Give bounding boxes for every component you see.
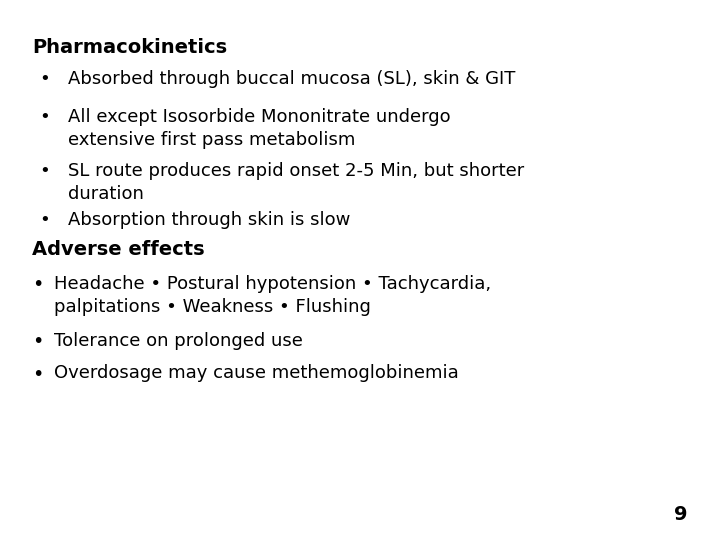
Text: Absorption through skin is slow: Absorption through skin is slow bbox=[68, 211, 351, 228]
Text: Absorbed through buccal mucosa (SL), skin & GIT: Absorbed through buccal mucosa (SL), ski… bbox=[68, 70, 516, 88]
Text: •: • bbox=[40, 108, 50, 126]
Text: Pharmacokinetics: Pharmacokinetics bbox=[32, 38, 228, 57]
Text: All except Isosorbide Mononitrate undergo
extensive first pass metabolism: All except Isosorbide Mononitrate underg… bbox=[68, 108, 451, 149]
Text: •: • bbox=[32, 332, 44, 351]
Text: Tolerance on prolonged use: Tolerance on prolonged use bbox=[54, 332, 303, 350]
Text: Adverse effects: Adverse effects bbox=[32, 240, 205, 259]
Text: •: • bbox=[40, 70, 50, 88]
Text: Headache • Postural hypotension • Tachycardia,
palpitations • Weakness • Flushin: Headache • Postural hypotension • Tachyc… bbox=[54, 275, 491, 316]
Text: 9: 9 bbox=[674, 505, 688, 524]
Text: SL route produces rapid onset 2-5 Min, but shorter
duration: SL route produces rapid onset 2-5 Min, b… bbox=[68, 162, 525, 203]
Text: •: • bbox=[32, 275, 44, 294]
Text: •: • bbox=[40, 211, 50, 228]
Text: •: • bbox=[40, 162, 50, 180]
Text: Overdosage may cause methemoglobinemia: Overdosage may cause methemoglobinemia bbox=[54, 364, 459, 382]
Text: •: • bbox=[32, 364, 44, 383]
